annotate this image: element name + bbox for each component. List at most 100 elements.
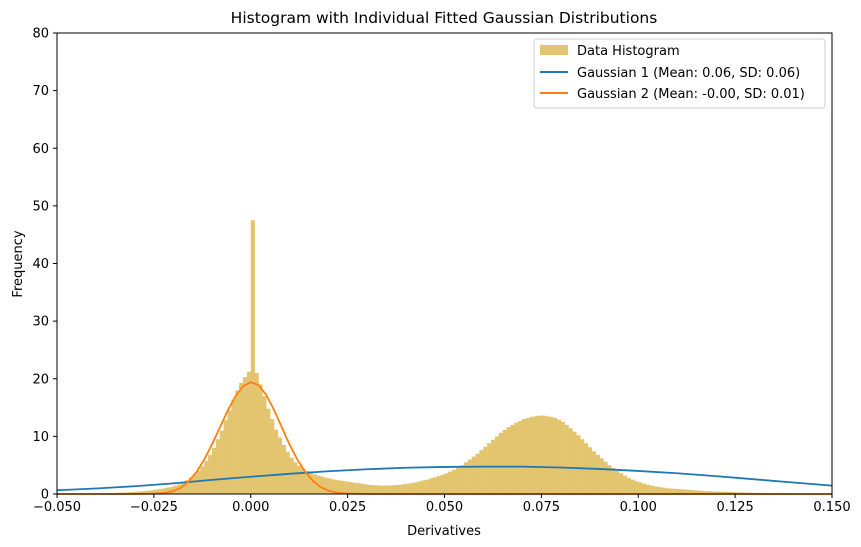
histogram-bar bbox=[398, 484, 403, 494]
histogram-bar bbox=[719, 491, 724, 494]
histogram-bar bbox=[611, 468, 616, 494]
histogram-bar bbox=[456, 467, 461, 494]
histogram-bar bbox=[568, 428, 573, 494]
histogram-bar bbox=[463, 462, 469, 494]
histogram-bar bbox=[281, 445, 286, 494]
histogram-bar bbox=[696, 490, 701, 494]
histogram-bar bbox=[572, 431, 577, 494]
y-tick-label: 40 bbox=[32, 257, 49, 272]
x-tick-label: 0.050 bbox=[426, 500, 463, 515]
histogram-bar bbox=[646, 484, 651, 494]
histogram-bar bbox=[680, 489, 686, 494]
histogram-bar bbox=[192, 474, 197, 494]
x-axis-ticks: −0.050 −0.025 0.000 0.025 0.050 0.075 0.100 0.1… bbox=[33, 494, 851, 515]
histogram-bar bbox=[630, 479, 635, 494]
histogram-bar bbox=[188, 477, 193, 494]
histogram-bar bbox=[243, 377, 248, 494]
x-tick-label: −0.025 bbox=[130, 500, 178, 515]
histogram-bar bbox=[320, 476, 325, 494]
histogram-bar bbox=[394, 485, 399, 494]
x-axis-label: Derivatives bbox=[407, 524, 481, 539]
histogram-bar bbox=[181, 482, 186, 494]
histogram-bar bbox=[460, 465, 465, 494]
histogram-bar bbox=[506, 427, 511, 494]
histogram-bar bbox=[510, 424, 515, 494]
histogram-bar bbox=[626, 477, 631, 494]
histogram-bar bbox=[293, 462, 298, 494]
histogram-bar bbox=[328, 478, 333, 494]
histogram-bar bbox=[715, 491, 720, 494]
histogram-bar bbox=[429, 478, 434, 494]
histogram-bar bbox=[692, 490, 697, 494]
histogram-bar bbox=[262, 396, 267, 494]
histogram-bar bbox=[215, 439, 221, 494]
histogram-bar bbox=[599, 458, 604, 494]
histogram-bar bbox=[239, 382, 244, 494]
histogram-bar bbox=[708, 491, 713, 494]
legend-swatch-histogram bbox=[540, 45, 568, 55]
histogram-bar bbox=[634, 481, 639, 494]
histogram-bar bbox=[157, 489, 162, 494]
histogram-bar bbox=[312, 474, 317, 494]
histogram-bar bbox=[553, 417, 558, 494]
histogram-bar bbox=[677, 489, 682, 494]
histogram-bar bbox=[669, 488, 674, 494]
histogram-bar bbox=[440, 474, 445, 494]
gaussian-2-curve bbox=[57, 381, 832, 495]
histogram-bar bbox=[711, 491, 717, 494]
gaussian-1-curve bbox=[56, 465, 833, 492]
histogram-bar bbox=[184, 480, 190, 494]
histogram-bars bbox=[57, 220, 833, 495]
histogram-bar bbox=[289, 457, 294, 494]
histogram-bar bbox=[301, 468, 306, 494]
histogram-bar bbox=[359, 483, 364, 494]
histogram-bar bbox=[723, 491, 728, 494]
histogram-bar bbox=[161, 488, 166, 494]
histogram-bar bbox=[479, 450, 484, 494]
histogram-bar bbox=[204, 461, 209, 494]
histogram-bar bbox=[332, 479, 337, 494]
histogram-bar bbox=[444, 473, 449, 494]
histogram-bar bbox=[556, 419, 562, 494]
histogram-bar bbox=[603, 461, 608, 494]
histogram-bar bbox=[432, 477, 438, 494]
histogram-bar bbox=[607, 465, 612, 494]
x-tick-label: −0.050 bbox=[33, 500, 81, 515]
histogram-bar bbox=[425, 479, 430, 494]
histogram-bar bbox=[471, 456, 476, 494]
y-tick-label: 0 bbox=[41, 488, 49, 503]
histogram-bar bbox=[231, 400, 236, 494]
y-axis-label: Frequency bbox=[11, 230, 26, 297]
histogram-bar bbox=[254, 372, 259, 494]
legend-box bbox=[533, 38, 826, 109]
histogram-bar bbox=[549, 416, 554, 494]
x-tick-label: 0.025 bbox=[329, 500, 366, 515]
histogram-bar bbox=[130, 491, 135, 494]
histogram-bar bbox=[618, 473, 624, 494]
legend-label-histogram: Data Histogram bbox=[577, 44, 680, 59]
histogram-bar bbox=[498, 432, 503, 494]
histogram-bar bbox=[246, 371, 252, 494]
histogram-bar bbox=[274, 429, 279, 494]
histogram-bar bbox=[150, 490, 155, 494]
histogram-bar bbox=[339, 480, 345, 494]
histogram-bar bbox=[684, 489, 689, 494]
histogram-bar bbox=[642, 483, 647, 494]
histogram-bar bbox=[382, 485, 387, 494]
histogram-bar bbox=[409, 483, 414, 494]
histogram-bar bbox=[266, 408, 271, 494]
histogram-bar bbox=[146, 490, 151, 494]
histogram-bar bbox=[355, 483, 360, 494]
legend-label-gaussian-1: Gaussian 1 (Mean: 0.06, SD: 0.06) bbox=[577, 66, 800, 81]
histogram-bar bbox=[413, 482, 418, 494]
histogram-bar bbox=[258, 384, 263, 494]
histogram-bar bbox=[417, 481, 422, 494]
histogram-bar bbox=[533, 416, 538, 494]
histogram-bar bbox=[390, 485, 395, 494]
histogram-bar bbox=[483, 446, 488, 494]
histogram-bar bbox=[638, 482, 643, 494]
histogram-bar bbox=[541, 415, 546, 494]
histogram-bar bbox=[436, 476, 441, 494]
histogram-bar bbox=[537, 415, 542, 494]
histogram-bar bbox=[401, 484, 407, 494]
